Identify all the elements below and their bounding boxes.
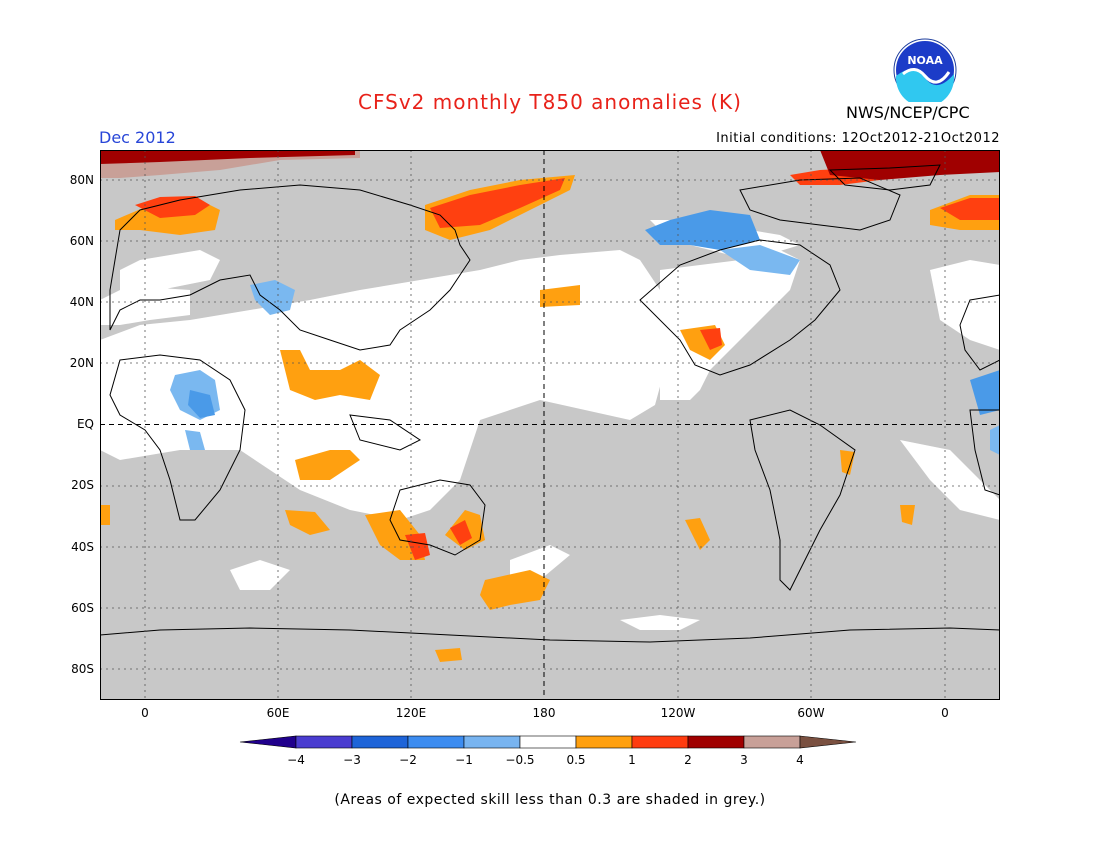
lat-label: EQ — [76, 417, 94, 431]
lat-label: 60S — [71, 601, 94, 615]
legend-swatch — [463, 735, 521, 749]
legend-swatch — [351, 735, 409, 749]
legend-tick-label: 3 — [740, 753, 748, 767]
legend-arrow-high — [799, 735, 857, 749]
lat-label: 20N — [69, 356, 94, 370]
legend-swatch — [407, 735, 465, 749]
legend-tick-label: −0.5 — [505, 753, 534, 767]
lat-label: 80N — [69, 173, 94, 187]
lat-label: 40N — [69, 295, 94, 309]
lon-label: 0 — [141, 706, 149, 720]
legend-swatch — [295, 735, 353, 749]
lon-label: 180 — [532, 706, 556, 720]
warm-anomalies — [100, 168, 1000, 662]
noaa-logo: NOAA — [893, 38, 957, 102]
lat-label: 20S — [71, 478, 94, 492]
legend-swatch — [519, 735, 577, 749]
reference-lines — [100, 150, 1000, 700]
legend-tick-label: −1 — [455, 753, 473, 767]
forecast-period-label: Dec 2012 — [99, 128, 176, 147]
lat-label: 60N — [69, 234, 94, 248]
agency-label: NWS/NCEP/CPC — [846, 103, 970, 122]
legend-swatch — [743, 735, 801, 749]
skill-note: (Areas of expected skill less than 0.3 a… — [334, 792, 766, 808]
legend-swatch — [575, 735, 633, 749]
cool-anomalies — [170, 210, 1000, 455]
legend-tick-label: 4 — [796, 753, 804, 767]
legend-tick-label: 2 — [684, 753, 692, 767]
legend-tick-label: −4 — [287, 753, 305, 767]
legend-tick-label: 1 — [628, 753, 636, 767]
color-legend: −4 −3 −2 −1 −0.5 0.5 1 2 3 4 — [239, 735, 857, 767]
lon-label: 60W — [797, 706, 825, 720]
lon-label: 60E — [266, 706, 290, 720]
lon-label: 120W — [660, 706, 696, 720]
legend-tick-label: −3 — [343, 753, 361, 767]
anomaly-map — [100, 150, 1000, 700]
legend-swatch — [631, 735, 689, 749]
legend-tick-label: 0.5 — [566, 753, 585, 767]
arctic-anomalies — [100, 150, 1000, 180]
legend-tick-label: −2 — [399, 753, 417, 767]
legend-arrow-low — [239, 735, 297, 749]
lat-label: 40S — [71, 540, 94, 554]
initial-conditions-label: Initial conditions: 12Oct2012-21Oct2012 — [716, 131, 1000, 146]
lon-label: 0 — [941, 706, 949, 720]
graticule — [100, 150, 1000, 700]
map-title: CFSv2 monthly T850 anomalies (K) — [358, 90, 742, 114]
lat-label: 80S — [71, 662, 94, 676]
lon-label: 120E — [395, 706, 427, 720]
noaa-logo-text: NOAA — [907, 54, 943, 67]
coastlines — [100, 164, 1000, 643]
legend-swatch — [687, 735, 745, 749]
